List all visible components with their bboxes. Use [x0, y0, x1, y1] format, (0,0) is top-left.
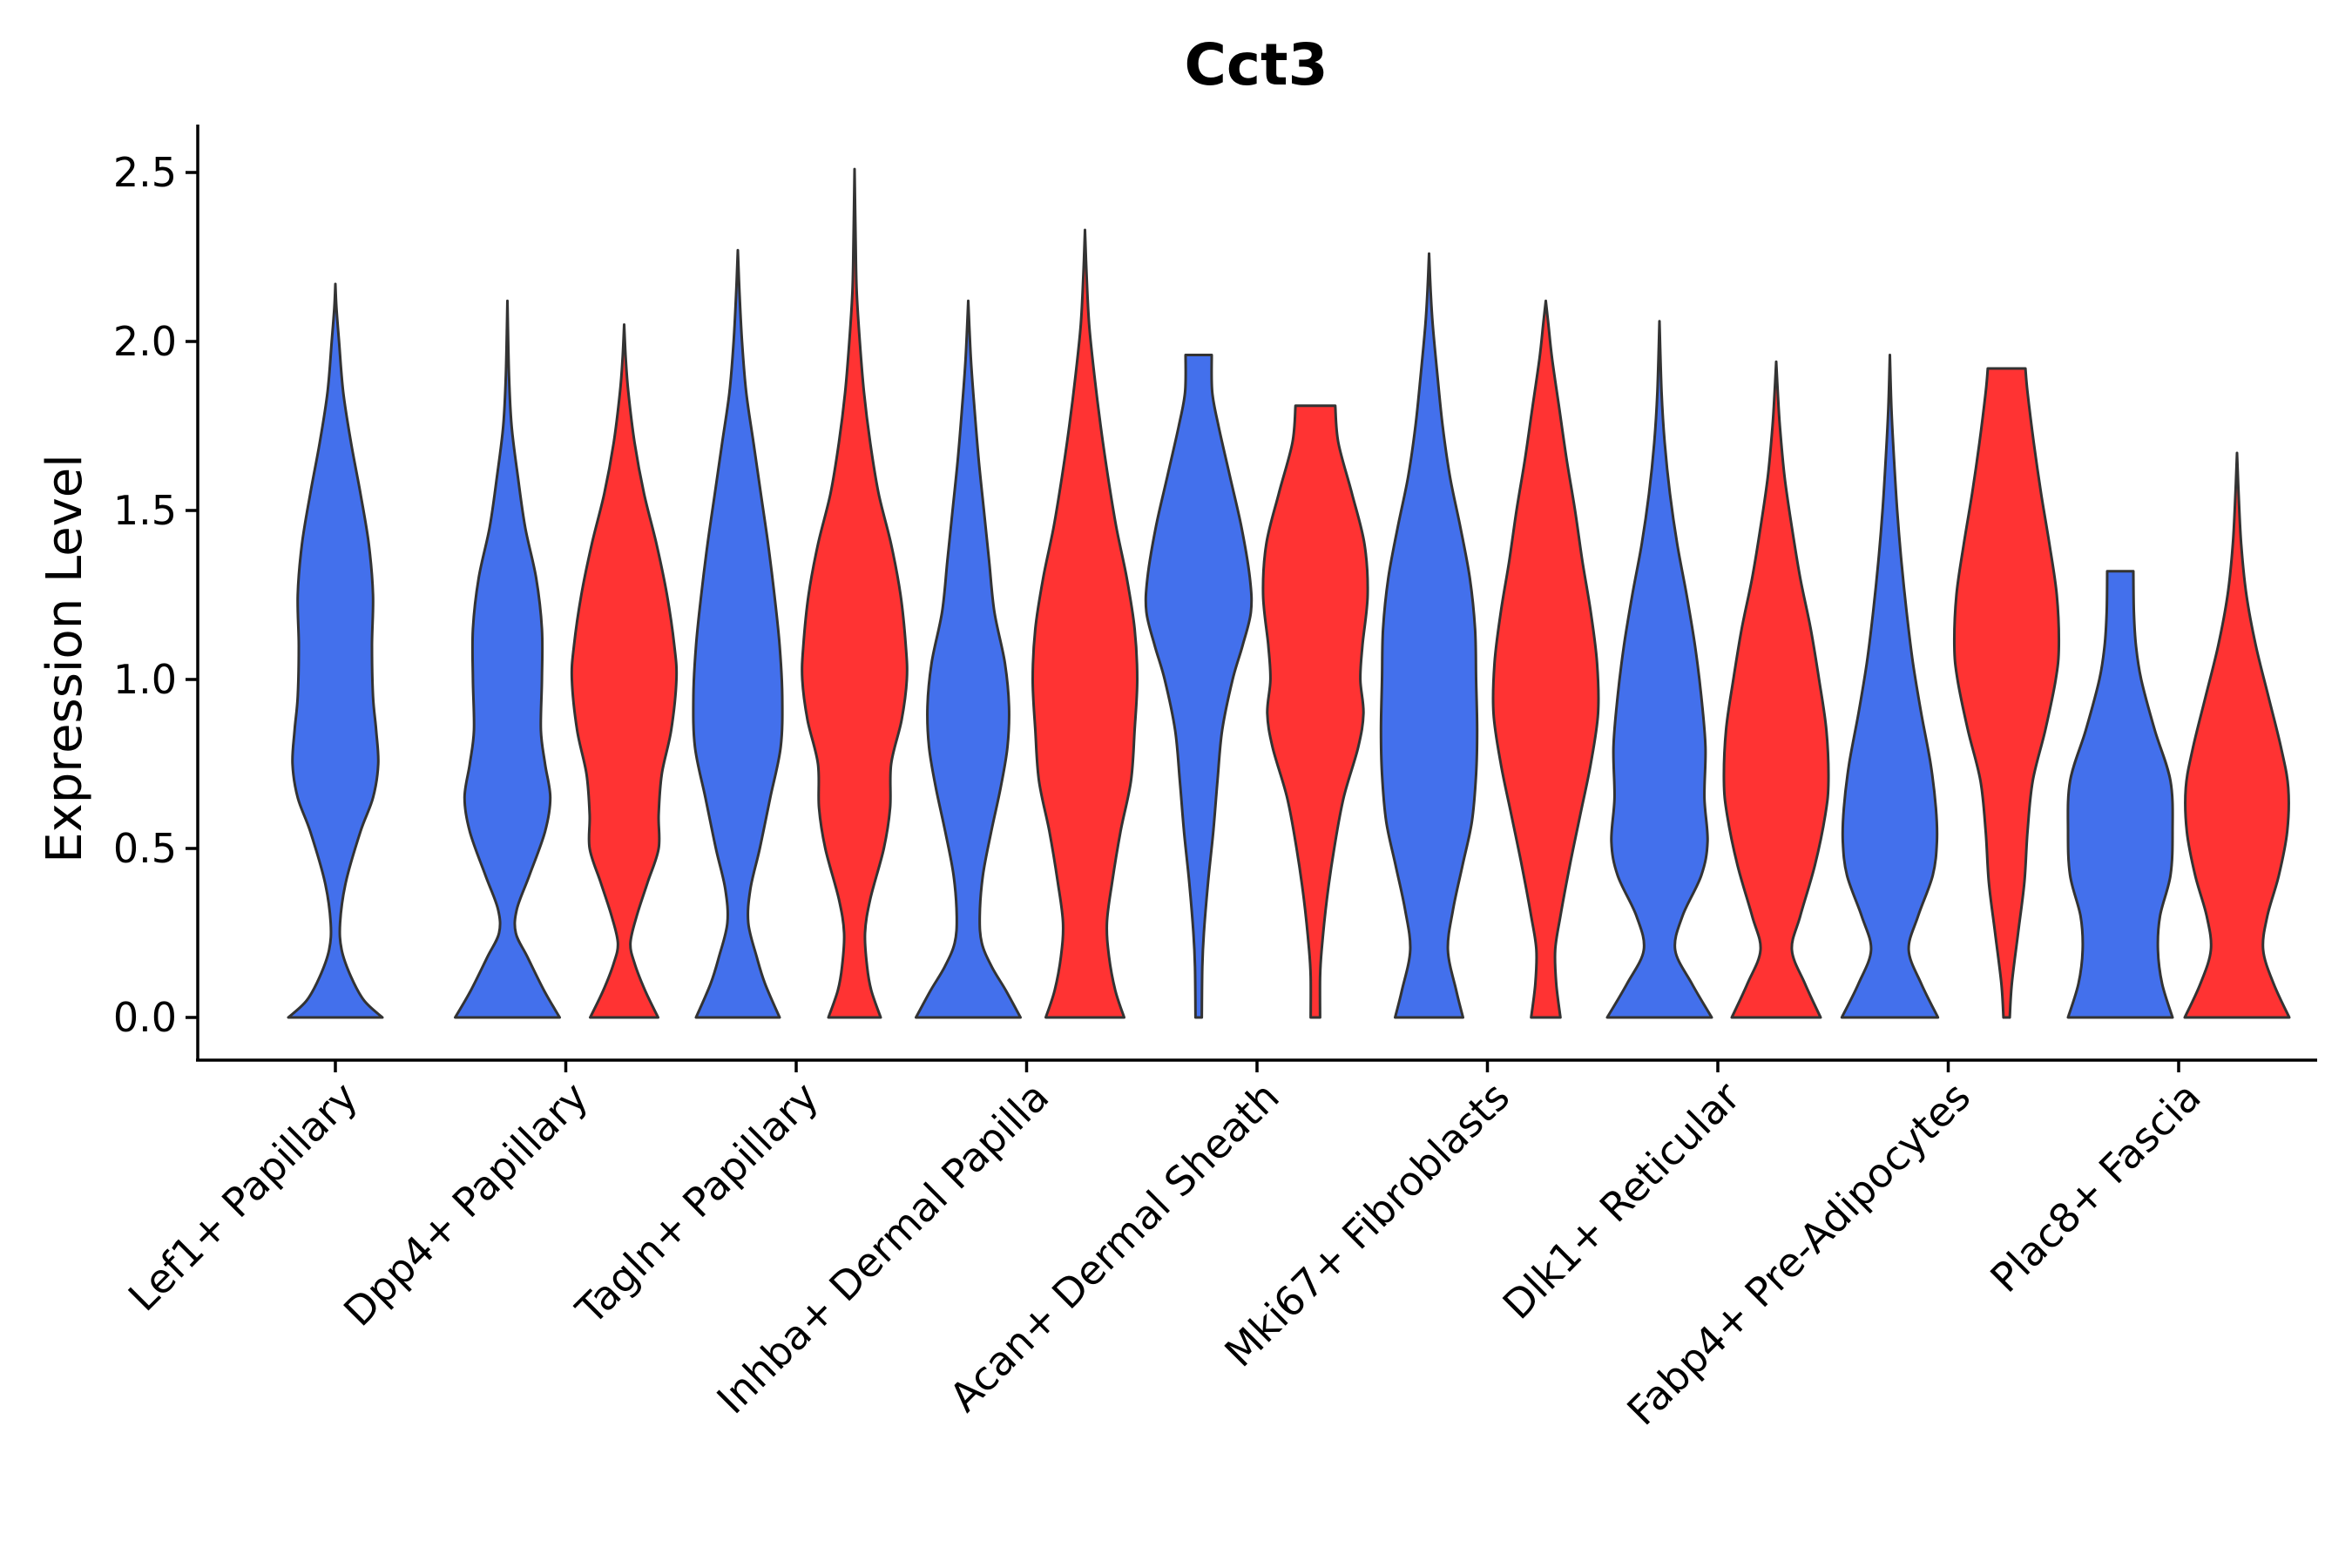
violin-blue: [454, 299, 561, 1019]
violin-red: [2183, 451, 2291, 1019]
violin-red: [1031, 228, 1139, 1019]
violin-red: [801, 167, 909, 1019]
violin-red: [1952, 367, 2061, 1019]
violin-blue: [915, 299, 1022, 1019]
violin-blue: [1144, 354, 1254, 1019]
y-tick-label: 2.0: [113, 318, 177, 365]
x-tick-label: Dpp4+ Papillary: [335, 1073, 597, 1335]
x-tick-label: Tagln+ Papillary: [566, 1073, 828, 1335]
violin-red: [1491, 299, 1600, 1019]
x-tick-label: Dlk1+ Reticular: [1494, 1073, 1749, 1328]
violin-blue: [692, 248, 784, 1019]
violin-red: [570, 323, 679, 1019]
violin-blue: [1840, 354, 1940, 1019]
violin-blue: [2066, 570, 2174, 1019]
x-tick-label: Plac8+ Fascia: [1981, 1073, 2209, 1301]
x-tick-label: Lef1+ Papillary: [119, 1073, 367, 1321]
plot-area: [287, 167, 2291, 1019]
violin-blue: [1379, 252, 1479, 1019]
violin-red: [1722, 360, 1830, 1019]
y-axis-label: Expression Level: [37, 454, 93, 863]
violin-blue: [1605, 320, 1713, 1019]
y-tick-label: 0.5: [113, 825, 177, 872]
y-tick-label: 1.0: [113, 656, 177, 703]
chart-title: Cct3: [1184, 31, 1328, 98]
violin-red: [1261, 404, 1369, 1019]
violin-blue: [287, 282, 384, 1019]
y-tick-label: 1.5: [113, 487, 177, 534]
y-tick-label: 0.0: [113, 994, 177, 1041]
y-tick-label: 2.5: [113, 149, 177, 196]
